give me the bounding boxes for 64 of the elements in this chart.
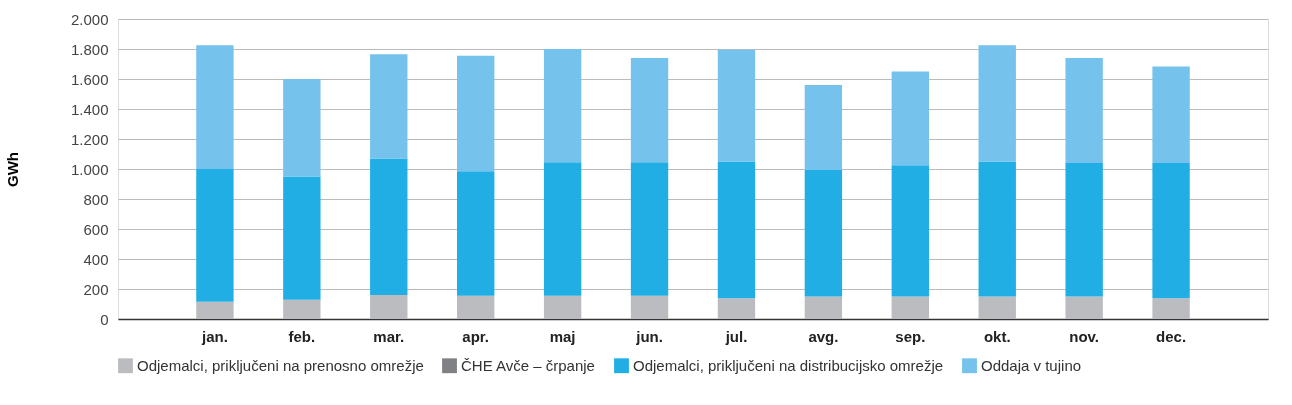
x-tick-label: maj — [549, 327, 576, 345]
bar — [543, 49, 582, 163]
y-tick-label: 1.200 — [70, 130, 109, 148]
bar — [978, 296, 1016, 319]
y-tick-label: 400 — [83, 250, 109, 268]
x-tick-label: dec. — [1156, 327, 1187, 345]
bar — [283, 79, 321, 177]
bar — [804, 85, 843, 171]
bar — [891, 165, 929, 297]
x-tick-label: feb. — [288, 327, 316, 345]
bar — [543, 162, 582, 296]
bar — [370, 54, 408, 159]
bar — [1152, 66, 1190, 163]
x-tick-label: apr. — [462, 327, 490, 345]
bar — [717, 49, 756, 162]
bar — [1065, 58, 1103, 163]
bar — [1152, 163, 1190, 299]
bar — [717, 161, 756, 299]
bar — [283, 176, 321, 300]
bar — [196, 45, 234, 169]
legend-label: ČHE Avče – črpanje — [461, 356, 595, 374]
y-tick-label: 600 — [83, 220, 109, 238]
bar — [370, 295, 408, 319]
bar — [457, 55, 495, 172]
bar — [457, 295, 495, 319]
bar — [978, 45, 1016, 162]
bar — [457, 171, 495, 296]
y-tick-label: 1.400 — [70, 100, 109, 118]
bar — [370, 158, 408, 295]
bar — [1065, 296, 1103, 319]
x-tick-label: mar. — [373, 327, 405, 345]
bar — [543, 295, 582, 319]
bar — [630, 58, 669, 163]
bar — [1152, 298, 1190, 319]
bar — [717, 298, 756, 319]
bar — [196, 169, 234, 302]
bar — [978, 161, 1016, 297]
x-tick-label: jul. — [724, 327, 748, 345]
bar — [891, 296, 929, 319]
x-tick-label: sep. — [895, 327, 926, 345]
bar — [283, 299, 321, 319]
bar — [804, 170, 843, 297]
bar — [1065, 163, 1103, 297]
bar — [630, 295, 669, 319]
y-tick-label: 0 — [100, 310, 109, 328]
legend-label: Oddaja v tujino — [981, 356, 1082, 374]
y-axis-title: GWh — [3, 152, 21, 187]
y-tick-label: 800 — [83, 190, 109, 208]
bar — [891, 71, 929, 166]
y-tick-label: 1.800 — [70, 40, 109, 58]
legend-label: Odjemalci, priključeni na distribucijsko omrežje — [633, 356, 944, 374]
bar — [630, 162, 669, 296]
legend-label: Odjemalci, priključeni na prenosno omrežje — [137, 356, 424, 374]
x-tick-label: jun. — [635, 327, 663, 345]
bar — [804, 296, 843, 319]
y-tick-label: 1.000 — [70, 160, 109, 178]
bar — [196, 301, 234, 319]
y-tick-label: 1.600 — [70, 70, 109, 88]
x-tick-label: jan. — [201, 327, 228, 345]
y-tick-label: 2.000 — [70, 10, 109, 28]
y-tick-label: 200 — [83, 280, 109, 298]
x-tick-label: okt. — [983, 327, 1011, 345]
x-tick-label: nov. — [1069, 327, 1100, 345]
x-tick-label: avg. — [808, 327, 839, 345]
